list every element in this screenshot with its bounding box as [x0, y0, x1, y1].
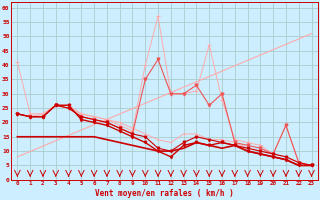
X-axis label: Vent moyen/en rafales ( km/h ): Vent moyen/en rafales ( km/h ) [95, 189, 234, 198]
